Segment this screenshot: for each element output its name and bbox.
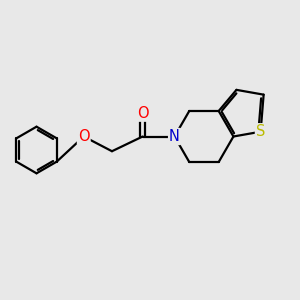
Text: N: N — [169, 129, 180, 144]
Text: O: O — [137, 106, 148, 121]
Text: O: O — [78, 129, 90, 144]
Text: S: S — [256, 124, 265, 139]
